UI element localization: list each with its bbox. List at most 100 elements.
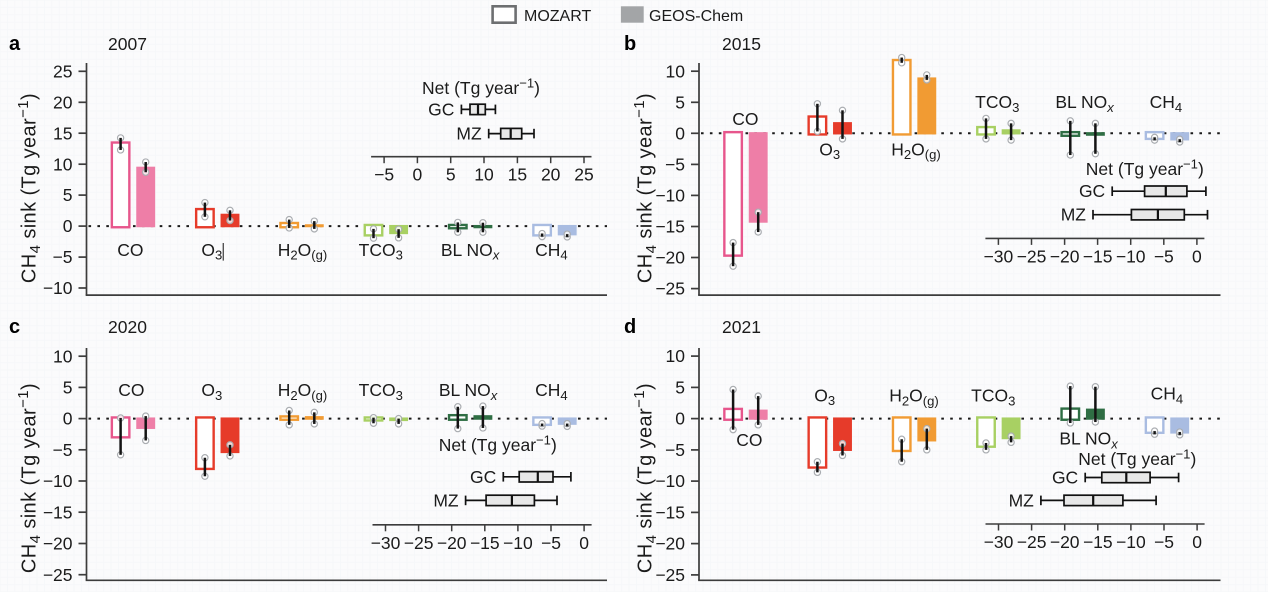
svg-text:2015: 2015 — [722, 34, 761, 54]
svg-text:GC: GC — [1079, 181, 1105, 201]
svg-text:15: 15 — [508, 165, 527, 185]
svg-text:MZ: MZ — [456, 124, 482, 144]
svg-text:−5: −5 — [1154, 246, 1174, 266]
svg-text:CO: CO — [732, 109, 758, 129]
svg-text:CH4 sink (Tg year−1): CH4 sink (Tg year−1) — [631, 93, 660, 283]
svg-text:CH4: CH4 — [535, 380, 568, 403]
svg-text:−20: −20 — [437, 533, 467, 553]
svg-text:−10: −10 — [1116, 246, 1146, 266]
svg-text:GC: GC — [470, 467, 496, 487]
svg-text:0: 0 — [1192, 532, 1202, 552]
svg-text:−20: −20 — [1050, 532, 1080, 552]
svg-text:CH4 sink (Tg year−1): CH4 sink (Tg year−1) — [15, 383, 44, 573]
svg-text:GC: GC — [1052, 468, 1078, 488]
svg-text:−20: −20 — [1050, 246, 1080, 266]
svg-text:−15: −15 — [655, 217, 685, 237]
svg-text:MOZART: MOZART — [524, 8, 591, 25]
svg-text:−25: −25 — [43, 565, 73, 585]
svg-text:CH4: CH4 — [1150, 92, 1183, 115]
svg-text:−30: −30 — [984, 532, 1014, 552]
svg-text:5: 5 — [63, 185, 73, 205]
svg-text:−15: −15 — [470, 533, 500, 553]
svg-text:MZ: MZ — [1061, 205, 1087, 225]
svg-text:BL NOx: BL NOx — [1059, 429, 1118, 452]
svg-text:−5: −5 — [374, 165, 394, 185]
svg-text:5: 5 — [63, 378, 73, 398]
svg-text:10: 10 — [53, 346, 73, 366]
svg-text:c: c — [9, 316, 20, 338]
svg-text:a: a — [9, 33, 21, 55]
svg-text:−5: −5 — [53, 440, 73, 460]
svg-text:GC: GC — [428, 99, 454, 119]
svg-text:−5: −5 — [541, 533, 561, 553]
svg-text:CO: CO — [118, 380, 144, 400]
svg-text:−15: −15 — [655, 503, 685, 523]
svg-text:−25: −25 — [655, 565, 685, 585]
svg-text:−5: −5 — [53, 247, 73, 267]
svg-text:−20: −20 — [655, 248, 685, 268]
svg-text:−15: −15 — [43, 502, 73, 522]
svg-text:TCO3: TCO3 — [975, 92, 1019, 115]
svg-text:0: 0 — [63, 216, 73, 236]
svg-text:−10: −10 — [43, 471, 73, 491]
svg-text:H2O(g): H2O(g) — [278, 240, 328, 263]
svg-text:Net (Tg year−1): Net (Tg year−1) — [1078, 446, 1196, 469]
svg-text:5: 5 — [675, 92, 685, 112]
svg-text:20: 20 — [541, 165, 561, 185]
svg-text:GEOS-Chem: GEOS-Chem — [649, 8, 743, 25]
svg-text:−5: −5 — [665, 440, 685, 460]
svg-text:−25: −25 — [1017, 532, 1047, 552]
svg-text:2020: 2020 — [108, 317, 147, 337]
svg-text:TCO3: TCO3 — [971, 386, 1015, 409]
svg-text:15: 15 — [53, 123, 72, 143]
svg-text:−5: −5 — [1154, 532, 1174, 552]
svg-text:BL NOx: BL NOx — [1055, 92, 1114, 115]
svg-text:2007: 2007 — [108, 34, 147, 54]
svg-text:−10: −10 — [1116, 532, 1146, 552]
svg-text:0: 0 — [579, 533, 589, 553]
svg-text:−5: −5 — [665, 155, 685, 175]
svg-text:10: 10 — [474, 165, 494, 185]
svg-text:CH4 sink (Tg year−1): CH4 sink (Tg year−1) — [631, 383, 660, 573]
svg-text:MZ: MZ — [1009, 490, 1035, 510]
svg-text:10: 10 — [666, 346, 686, 366]
svg-text:CH4: CH4 — [535, 240, 568, 263]
svg-text:−20: −20 — [655, 534, 685, 554]
svg-text:CO: CO — [736, 430, 762, 450]
svg-text:Net (Tg year−1): Net (Tg year−1) — [439, 432, 557, 455]
svg-text:0: 0 — [675, 123, 685, 143]
svg-text:Net (Tg year−1): Net (Tg year−1) — [1086, 156, 1204, 179]
svg-text:−15: −15 — [1083, 532, 1113, 552]
svg-text:−15: −15 — [1083, 246, 1113, 266]
svg-text:BL NOx: BL NOx — [439, 380, 498, 403]
svg-text:TCO3: TCO3 — [359, 380, 403, 403]
svg-text:−10: −10 — [655, 471, 685, 491]
svg-text:25: 25 — [574, 165, 593, 185]
svg-text:Net (Tg year−1): Net (Tg year−1) — [422, 75, 540, 98]
svg-text:5: 5 — [675, 378, 685, 398]
svg-text:0: 0 — [675, 409, 685, 429]
svg-text:d: d — [624, 316, 636, 338]
svg-text:0: 0 — [63, 409, 73, 429]
svg-text:CO: CO — [117, 240, 143, 260]
svg-text:−10: −10 — [503, 533, 533, 553]
svg-text:−25: −25 — [1017, 246, 1047, 266]
svg-text:TCO3: TCO3 — [359, 240, 403, 263]
svg-text:0: 0 — [1192, 246, 1202, 266]
svg-text:b: b — [624, 33, 636, 55]
svg-text:CH4: CH4 — [1151, 384, 1184, 407]
svg-text:−25: −25 — [404, 533, 434, 553]
svg-text:10: 10 — [53, 154, 73, 174]
svg-text:5: 5 — [446, 165, 456, 185]
svg-text:−10: −10 — [43, 278, 73, 298]
svg-text:20: 20 — [53, 92, 73, 112]
svg-text:25: 25 — [53, 61, 72, 81]
svg-text:MZ: MZ — [433, 490, 459, 510]
svg-text:−25: −25 — [655, 279, 685, 299]
svg-text:2021: 2021 — [722, 317, 761, 337]
svg-text:−20: −20 — [43, 534, 73, 554]
svg-text:−30: −30 — [371, 533, 401, 553]
svg-text:−30: −30 — [984, 246, 1014, 266]
svg-text:0: 0 — [413, 165, 423, 185]
svg-text:−10: −10 — [655, 186, 685, 206]
